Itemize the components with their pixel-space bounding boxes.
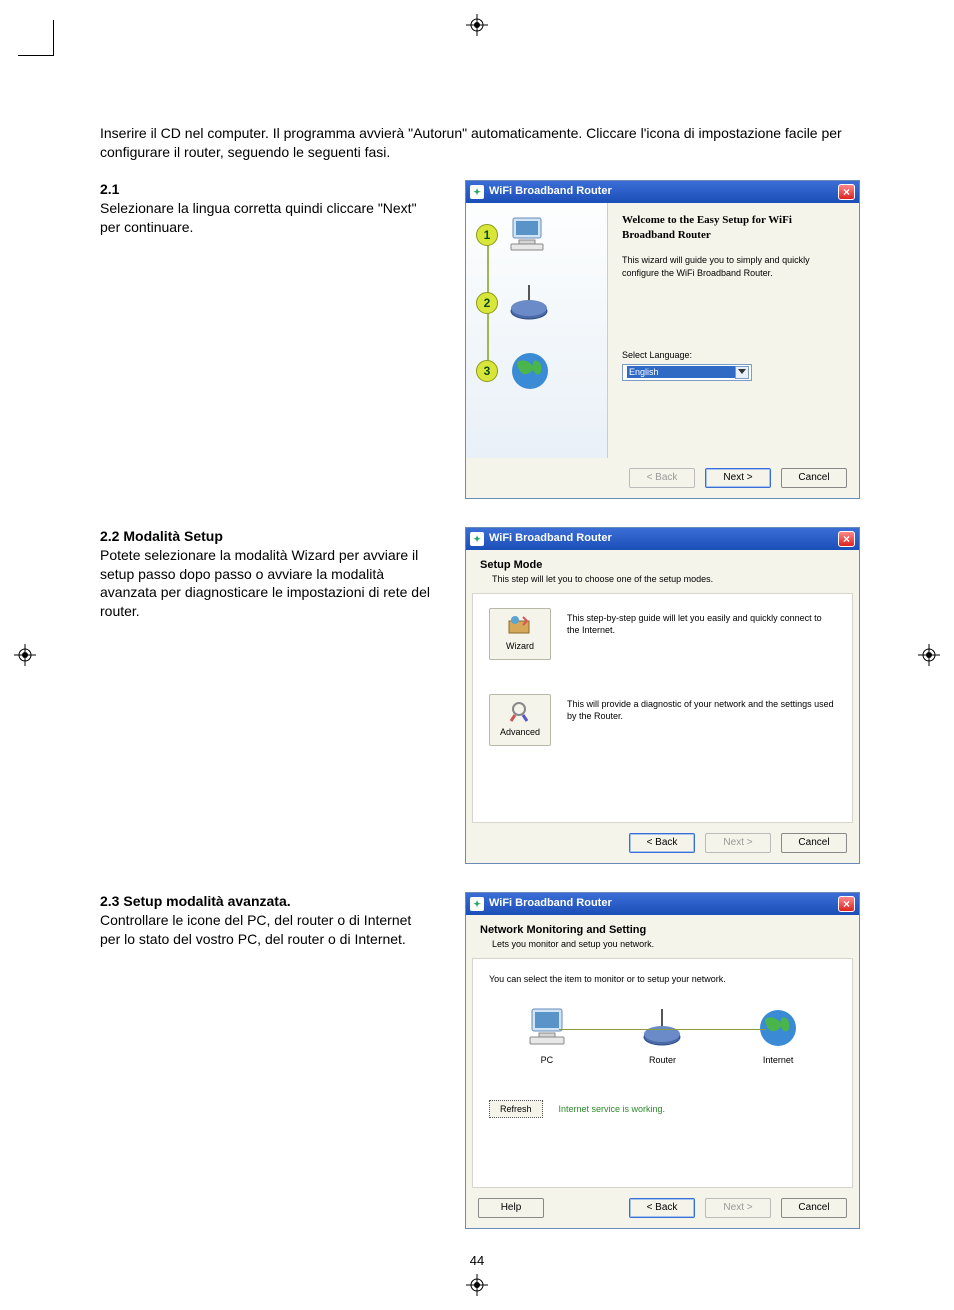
advanced-description: This will provide a diagnostic of your n…	[567, 694, 836, 722]
router-item[interactable]: Router	[617, 1007, 707, 1066]
refresh-button[interactable]: Refresh	[489, 1100, 543, 1118]
titlebar: ✦ WiFi Broadband Router ×	[466, 528, 859, 550]
intro-text: Inserire il CD nel computer. Il programm…	[100, 124, 859, 162]
app-icon: ✦	[470, 532, 484, 546]
dialog-3: ✦ WiFi Broadband Router × Network Monito…	[465, 892, 860, 1229]
titlebar: ✦ WiFi Broadband Router ×	[466, 181, 859, 203]
globe-icon	[506, 351, 554, 391]
chevron-down-icon	[735, 366, 749, 379]
internet-label: Internet	[763, 1054, 794, 1066]
globe-icon	[757, 1007, 799, 1049]
internet-item[interactable]: Internet	[733, 1007, 823, 1066]
language-label: Select Language:	[622, 349, 845, 361]
window-title: WiFi Broadband Router	[489, 184, 612, 199]
status-text: Internet service is working.	[559, 1103, 666, 1115]
titlebar: ✦ WiFi Broadband Router ×	[466, 893, 859, 915]
language-value: English	[627, 366, 735, 378]
app-icon: ✦	[470, 185, 484, 199]
pc-item[interactable]: PC	[502, 1007, 592, 1066]
wizard-mode-button[interactable]: Wizard	[489, 608, 551, 660]
section-heading: 2.2 Modalità Setup	[100, 527, 435, 546]
page-number: 44	[0, 1252, 954, 1270]
wizard-description: This step-by-step guide will let you eas…	[567, 608, 836, 636]
wizard-description: This wizard will guide you to simply and…	[622, 254, 845, 278]
section-number: 2.1	[100, 181, 119, 197]
close-button[interactable]: ×	[838, 531, 855, 547]
setup-mode-sub: This step will let you to choose one of …	[492, 573, 845, 585]
advanced-mode-button[interactable]: Advanced	[489, 694, 551, 746]
step-badge: 2	[476, 292, 498, 314]
section-text: Selezionare la lingua corretta quindi cl…	[100, 199, 435, 237]
registration-mark-icon	[918, 644, 940, 666]
network-sub: Lets you monitor and setup you network.	[492, 938, 845, 950]
window-title: WiFi Broadband Router	[489, 531, 612, 546]
cancel-button[interactable]: Cancel	[781, 1198, 847, 1218]
router-label: Router	[649, 1054, 676, 1066]
back-button[interactable]: < Back	[629, 1198, 695, 1218]
section-2-2: 2.2 Modalità Setup Potete selezionare la…	[100, 527, 859, 864]
crop-mark-icon	[18, 20, 54, 56]
back-button[interactable]: < Back	[629, 468, 695, 488]
page: Inserire il CD nel computer. Il programm…	[0, 0, 954, 1310]
wizard-label: Wizard	[506, 640, 534, 652]
next-button[interactable]: Next >	[705, 468, 771, 488]
language-select[interactable]: English	[622, 364, 752, 381]
registration-mark-icon	[14, 644, 36, 666]
dialog-1: ✦ WiFi Broadband Router × 1	[465, 180, 860, 499]
close-button[interactable]: ×	[838, 896, 855, 912]
dialog-2: ✦ WiFi Broadband Router × Setup Mode Thi…	[465, 527, 860, 864]
section-2-3: 2.3 Setup modalità avanzata. Controllare…	[100, 892, 859, 1229]
cancel-button[interactable]: Cancel	[781, 468, 847, 488]
router-icon	[506, 283, 554, 323]
pc-icon	[506, 215, 554, 255]
network-heading: Network Monitoring and Setting	[480, 923, 845, 938]
section-text: Controllare le icone del PC, del router …	[100, 911, 435, 949]
setup-mode-heading: Setup Mode	[480, 558, 845, 573]
section-2-1: 2.1 Selezionare la lingua corretta quind…	[100, 180, 859, 499]
network-instruction: You can select the item to monitor or to…	[489, 973, 836, 985]
registration-mark-icon	[466, 14, 488, 36]
pc-icon	[524, 1007, 570, 1049]
step-badge: 1	[476, 224, 498, 246]
window-title: WiFi Broadband Router	[489, 896, 612, 911]
app-icon: ✦	[470, 897, 484, 911]
step-badge: 3	[476, 360, 498, 382]
wizard-icon	[507, 615, 533, 637]
cancel-button[interactable]: Cancel	[781, 833, 847, 853]
next-button[interactable]: Next >	[705, 1198, 771, 1218]
help-button[interactable]: Help	[478, 1198, 544, 1218]
close-button[interactable]: ×	[838, 184, 855, 200]
welcome-heading: Welcome to the Easy Setup for WiFi Broad…	[622, 213, 845, 243]
advanced-icon	[507, 701, 533, 723]
next-button[interactable]: Next >	[705, 833, 771, 853]
registration-mark-icon	[466, 1274, 488, 1296]
router-icon	[639, 1007, 685, 1049]
section-heading: 2.3 Setup modalità avanzata.	[100, 892, 435, 911]
back-button[interactable]: < Back	[629, 833, 695, 853]
section-text: Potete selezionare la modalità Wizard pe…	[100, 546, 435, 622]
wizard-sidebar: 1 2 3	[466, 203, 608, 458]
pc-label: PC	[541, 1054, 554, 1066]
advanced-label: Advanced	[500, 726, 540, 738]
